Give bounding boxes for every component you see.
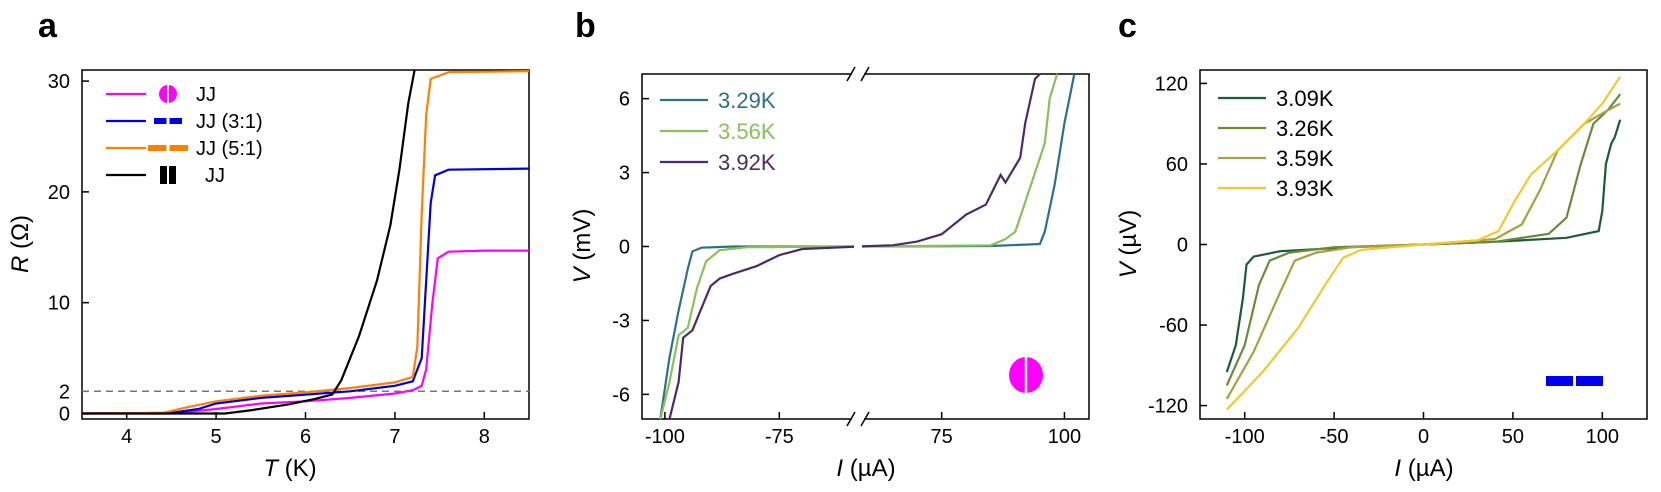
axis-ticks-b: -100 -75 75 100 -6 -3 0 3 6	[612, 89, 1081, 448]
x-axis-label-c: I (µA)	[1394, 455, 1453, 482]
x-tick-label: 75	[931, 426, 953, 448]
plot-frame-a	[81, 69, 530, 420]
legend-c: 3.09K 3.26K 3.59K 3.93K	[1218, 86, 1334, 201]
series-line	[857, 73, 1041, 248]
series-line	[1225, 93, 1622, 386]
y-tick-label: 120	[1155, 73, 1188, 95]
data-series-a	[81, 69, 530, 415]
two-bar-icon	[1546, 376, 1603, 386]
axis-ticks-c: -100 -50 0 50 100 -120 -60 0 60 120	[1148, 73, 1619, 448]
y-axis-label-b: V (mV)	[569, 209, 596, 284]
double-block-icon	[160, 166, 176, 184]
y-tick-label: -6	[612, 384, 630, 406]
x-tick-label: -50	[1320, 426, 1349, 448]
legend-b: 3.29K 3.56K 3.92K	[660, 88, 776, 175]
y-tick-label: -3	[612, 310, 630, 332]
axis-ticks-a: 4 5 6 7 8 02 10 20 30	[48, 71, 529, 448]
inset-circle-split-icon	[1009, 357, 1043, 393]
y-tick-label: 0	[619, 237, 630, 259]
panel-b: b -100 -75 75 100 -6 -3 0 3 6 3.29K 3.56K 3.92K I …	[569, 7, 1090, 482]
series-line	[857, 73, 1059, 248]
legend-label: 3.56K	[718, 119, 776, 144]
x-tick-label: 50	[1502, 426, 1524, 448]
legend-label: 3.09K	[1276, 86, 1334, 111]
panel-a: a 4 5 6 7 8 02 10 20 30 JJ JJ (3:1) JJ (5:1) JJ T (…	[7, 7, 530, 482]
break-gap-center	[854, 243, 862, 250]
series-line	[81, 167, 530, 415]
y-axis-label-c: V (µV)	[1115, 210, 1142, 279]
panel-label-b: b	[575, 7, 596, 45]
y-tick-label: 0	[1177, 235, 1188, 257]
break-slash	[860, 411, 870, 427]
break-slash	[846, 411, 856, 427]
x-tick-label: 5	[211, 426, 222, 448]
legend-label: 3.59K	[1276, 146, 1334, 171]
legend-label: 3.93K	[1276, 176, 1334, 201]
legend-label: JJ	[205, 165, 225, 187]
two-bar-icon	[154, 118, 182, 124]
series-line	[81, 70, 530, 415]
data-series-b	[659, 73, 1076, 420]
legend-label: 3.26K	[1276, 116, 1334, 141]
x-tick-label: -100	[645, 426, 685, 448]
two-bar-wide-icon	[148, 145, 188, 151]
circle-split-icon	[1009, 357, 1043, 393]
y-tick-label: 6	[619, 89, 630, 111]
break-slash	[860, 66, 870, 82]
series-line	[668, 245, 859, 420]
x-tick-label: 0	[1418, 426, 1429, 448]
series-line	[82, 69, 416, 415]
series-line	[659, 245, 859, 420]
legend-label: JJ (3:1)	[196, 111, 263, 133]
legend-label: JJ (5:1)	[196, 138, 263, 160]
y-tick-label: 60	[1166, 154, 1188, 176]
data-series-c	[1225, 76, 1622, 411]
y-tick-label: 0	[59, 403, 70, 425]
legend-a: JJ JJ (3:1) JJ (5:1) JJ	[106, 84, 263, 187]
x-tick-label: 4	[121, 426, 132, 448]
x-tick-label: 100	[1048, 426, 1081, 448]
x-tick-label: 7	[389, 426, 400, 448]
x-axis-label-b: I (µA)	[836, 455, 895, 482]
series-line	[82, 249, 529, 415]
series-line	[1226, 76, 1622, 411]
y-tick-label: 10	[48, 293, 70, 315]
legend-label: 3.92K	[718, 150, 776, 175]
panel-label-a: a	[38, 7, 58, 45]
legend-label: JJ	[196, 84, 216, 106]
panel-label-c: c	[1118, 7, 1137, 45]
break-slash	[846, 66, 856, 82]
y-tick-label: 20	[48, 182, 70, 204]
x-axis-label-a: T (K)	[263, 455, 316, 482]
x-tick-label: 100	[1586, 426, 1619, 448]
inset-two-bar-icon	[1546, 376, 1603, 386]
y-axis-label-a: R (Ω)	[7, 215, 34, 273]
axis-break-marks	[846, 66, 870, 427]
y-tick-label: 3	[619, 163, 630, 185]
y-tick-label: 2	[59, 381, 70, 403]
x-tick-label: 8	[479, 426, 490, 448]
circle-split-icon	[159, 85, 177, 103]
y-tick-label: -120	[1148, 396, 1188, 418]
legend-label: 3.29K	[718, 88, 776, 113]
series-line	[659, 245, 858, 420]
x-tick-label: -100	[1225, 426, 1265, 448]
y-tick-label: -60	[1159, 315, 1188, 337]
break-gap-bottom	[852, 413, 864, 425]
x-tick-label: -75	[765, 426, 794, 448]
break-gap-top	[852, 68, 864, 80]
y-tick-label: 30	[48, 71, 70, 93]
x-tick-label: 6	[300, 426, 311, 448]
series-line	[857, 73, 1076, 248]
